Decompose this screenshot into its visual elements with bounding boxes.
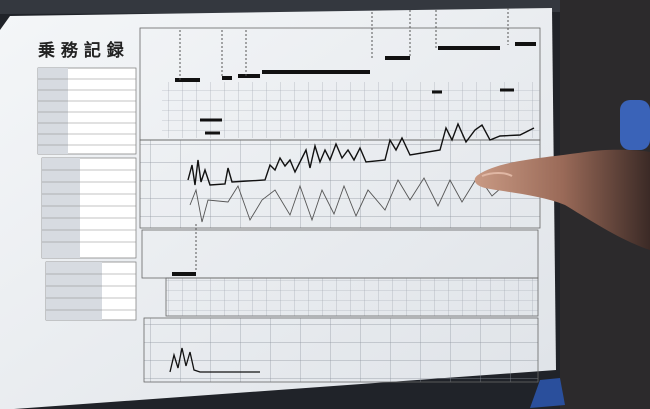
page: 乗 務 記 録 (() => { const data = JSON.parse… <box>0 0 650 409</box>
blue-object <box>620 100 650 150</box>
photo: 乗 務 記 録 <box>0 0 650 409</box>
document-title: 乗 務 記 録 <box>37 40 125 61</box>
info-table <box>38 68 136 320</box>
